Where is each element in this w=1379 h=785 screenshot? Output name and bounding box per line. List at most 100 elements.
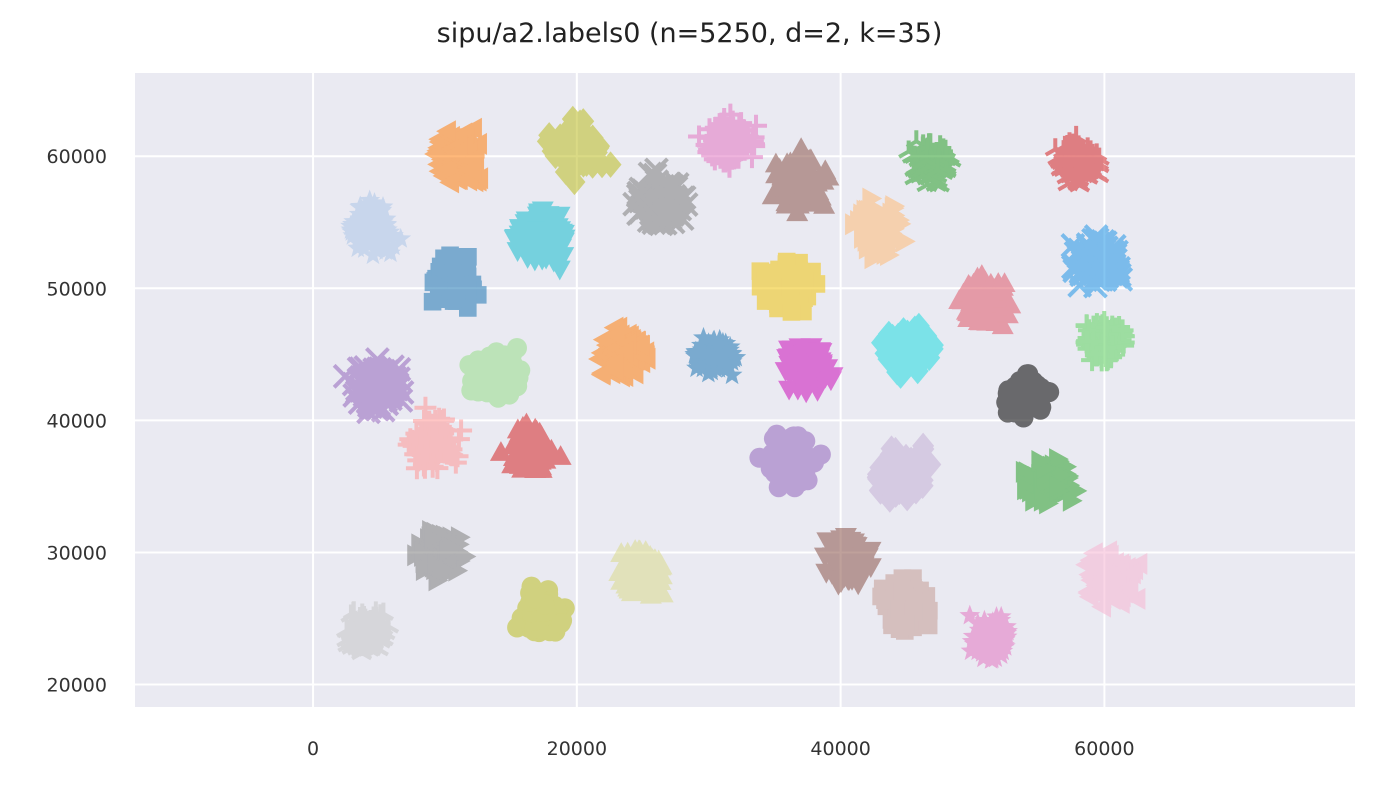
data-point <box>637 161 663 187</box>
data-point <box>870 458 893 486</box>
data-point <box>881 323 904 351</box>
data-point <box>362 383 388 409</box>
data-point <box>765 163 788 184</box>
data-point <box>548 260 571 281</box>
data-point <box>364 192 385 212</box>
cluster-3 <box>424 117 489 194</box>
data-point <box>439 540 459 563</box>
cluster-26 <box>866 432 942 513</box>
data-point <box>489 441 512 461</box>
data-point <box>916 149 938 168</box>
data-point <box>591 151 614 179</box>
data-point <box>1094 336 1117 359</box>
data-point <box>369 630 391 649</box>
data-point <box>590 363 611 386</box>
cluster-19 <box>588 316 656 388</box>
data-point <box>1039 492 1059 515</box>
data-point <box>414 541 435 564</box>
data-point <box>366 197 388 218</box>
data-point <box>414 396 437 419</box>
cluster-10 <box>898 130 962 193</box>
data-point <box>578 144 601 171</box>
data-point <box>1082 330 1105 353</box>
data-point <box>416 439 439 462</box>
data-point <box>694 343 716 364</box>
data-point <box>458 158 479 181</box>
data-point <box>833 559 856 580</box>
data-point <box>868 215 889 238</box>
data-point <box>1086 573 1107 596</box>
data-point <box>1069 240 1095 265</box>
data-point <box>439 171 460 194</box>
data-point <box>359 189 381 210</box>
data-point <box>803 182 826 203</box>
data-point <box>447 282 466 300</box>
data-point <box>1049 475 1070 498</box>
data-point <box>898 140 920 159</box>
cluster-9 <box>845 187 916 270</box>
data-point <box>745 114 768 137</box>
cluster-22 <box>397 396 473 480</box>
data-point <box>373 229 395 250</box>
cluster-4 <box>503 201 576 281</box>
data-point <box>514 456 537 476</box>
data-point <box>424 527 444 550</box>
cluster-18 <box>684 326 747 385</box>
cluster-27 <box>1015 448 1088 515</box>
data-point <box>483 350 503 371</box>
cluster-6 <box>622 157 699 237</box>
data-point <box>1015 376 1036 397</box>
cluster-11 <box>1044 125 1110 193</box>
cluster-7 <box>688 103 768 178</box>
data-points <box>332 103 1148 669</box>
data-point <box>1095 316 1118 339</box>
data-point <box>1060 137 1082 156</box>
data-point <box>726 131 749 154</box>
data-point <box>370 209 392 230</box>
data-point <box>790 373 813 393</box>
data-point <box>522 238 545 258</box>
data-point <box>640 194 665 220</box>
data-point <box>713 344 735 365</box>
data-point <box>1118 576 1139 599</box>
data-point <box>836 570 859 591</box>
data-point <box>351 628 373 647</box>
data-point <box>566 145 589 172</box>
data-point <box>506 442 529 463</box>
data-point <box>963 282 986 303</box>
cluster-25 <box>749 424 831 498</box>
data-point <box>810 444 831 465</box>
data-point <box>507 617 528 638</box>
data-point <box>379 221 401 242</box>
data-point <box>656 185 682 211</box>
data-point <box>380 354 405 380</box>
data-point <box>805 357 828 378</box>
data-point <box>814 159 837 180</box>
data-point <box>806 346 829 366</box>
data-point <box>1025 489 1046 512</box>
data-point <box>688 125 711 148</box>
data-point <box>784 466 805 487</box>
data-point <box>843 548 866 568</box>
data-point <box>819 371 842 392</box>
data-point <box>1083 266 1108 291</box>
data-point <box>550 613 571 634</box>
data-point <box>585 139 608 166</box>
cluster-12 <box>1060 224 1134 299</box>
data-point <box>372 617 394 636</box>
data-point <box>1098 544 1119 567</box>
data-point <box>702 331 724 351</box>
data-point <box>673 192 699 217</box>
data-point <box>436 559 457 582</box>
data-point <box>368 237 389 258</box>
data-point <box>714 121 737 144</box>
data-point <box>375 240 397 260</box>
data-point <box>1081 247 1107 273</box>
data-point <box>448 559 469 582</box>
data-point <box>784 148 807 168</box>
cluster-21 <box>332 347 415 425</box>
data-point <box>349 230 371 250</box>
data-point <box>1017 477 1038 500</box>
data-point <box>764 264 782 283</box>
cluster-33 <box>507 576 575 643</box>
